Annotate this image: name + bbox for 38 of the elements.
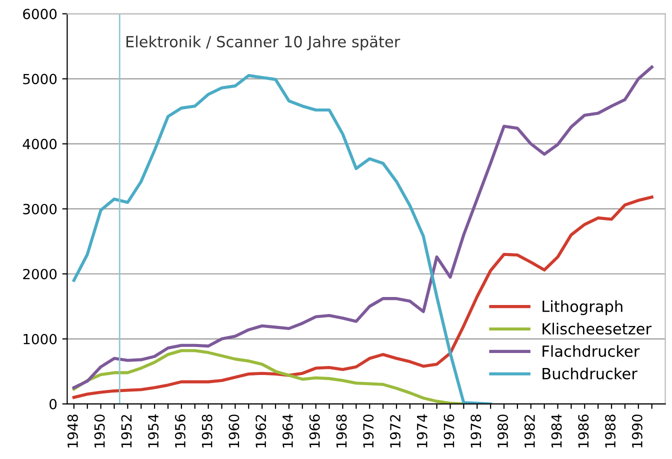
x-tick-label: 1950 [94, 414, 105, 448]
x-tick-label: 1988 [605, 414, 616, 448]
x-tick-label: 1970 [363, 414, 374, 448]
x-tick-label: 1964 [282, 414, 293, 448]
line-series [72, 74, 492, 404]
x-tick-label: 1956 [174, 414, 186, 448]
x-tick-label: 1954 [148, 414, 159, 448]
y-tick-label: 1000 [24, 334, 57, 344]
y-tick-label: 6000 [23, 8, 57, 20]
y-tick-label: 2000 [23, 268, 57, 280]
line-series [72, 66, 654, 390]
legend-label: Lithograph [542, 300, 622, 316]
y-tick-label: 0 [50, 398, 57, 410]
x-tick-label: 1948 [67, 414, 78, 448]
y-tick-label: 5000 [23, 74, 57, 84]
legend-label: Buchdrucker [542, 368, 638, 380]
y-tick-label: 3000 [23, 204, 57, 214]
y-tick-label: 4000 [22, 138, 57, 150]
line-series [72, 196, 654, 399]
x-tick-label: 1952 [121, 415, 132, 448]
x-tick-label: 1958 [202, 414, 212, 448]
x-tick-label: 1974 [416, 414, 428, 448]
x-tick-label: 1962 [256, 415, 266, 448]
x-tick-label: 1980 [498, 414, 508, 448]
x-tick-label: 1978 [470, 414, 482, 448]
x-tick-label: 1976 [444, 414, 454, 448]
x-tick-label: 1972 [390, 415, 401, 448]
x-tick-label: 1968 [336, 414, 347, 448]
x-tick-label: 1982 [524, 415, 535, 448]
x-tick-label: 1960 [228, 414, 240, 448]
x-tick-label: 1966 [309, 414, 320, 448]
line-series [72, 349, 466, 404]
x-tick-label: 1984 [551, 414, 562, 448]
x-tick-label: 1986 [578, 414, 589, 448]
x-tick-label: 1990 [632, 414, 642, 448]
legend-label: Klischeesetzer [542, 322, 652, 335]
ref-line-label: Elektronik / Scanner 10 Jahre später [126, 36, 400, 50]
legend-label: Flachdrucker [542, 345, 640, 357]
